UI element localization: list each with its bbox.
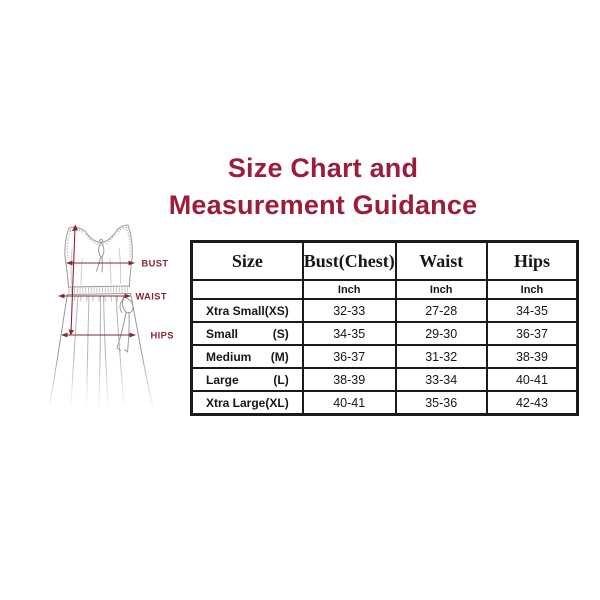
size-cell: Xtra Small (XS)	[190, 298, 304, 323]
unit-cell-waist: Inch	[394, 279, 488, 300]
bust-value: 40-41	[301, 390, 397, 416]
page-title-line2: Measurement Guidance	[168, 190, 478, 220]
hips-label: HIPS	[151, 331, 174, 341]
waist-value: 31-32	[394, 344, 488, 369]
waist-value: 29-30	[394, 321, 488, 346]
col-header-waist: Waist	[394, 240, 488, 281]
bust-value: 32-33	[301, 298, 397, 323]
bust-label: BUST	[142, 259, 169, 269]
size-cell: Small (S)	[190, 321, 304, 346]
unit-row: Inch Inch Inch	[190, 279, 579, 300]
length-line	[70, 227, 76, 333]
sketch-fade	[30, 353, 195, 430]
table-row-l: Large (L) 38-39 33-34 40-41	[190, 367, 579, 392]
measurement-marks	[58, 224, 136, 338]
col-header-hips: Hips	[485, 240, 579, 281]
unit-cell-empty	[190, 279, 304, 300]
table-row-s: Small (S) 34-35 29-30 36-37	[190, 321, 579, 346]
page-title-line1: Size Chart and	[227, 153, 419, 183]
page-title: Size Chart and Measurement Guidance	[48, 150, 598, 224]
size-name: Small	[206, 326, 239, 341]
dress-measurement-diagram: BUST WAIST HIPS	[30, 215, 195, 430]
bust-value: 34-35	[301, 321, 397, 346]
size-cell: Medium (M)	[190, 344, 304, 369]
size-abbr: (XS)	[264, 303, 289, 318]
hips-value: 42-43	[485, 390, 579, 416]
waist-value: 27-28	[394, 298, 488, 323]
size-abbr: (M)	[270, 349, 289, 364]
hips-value: 38-39	[485, 344, 579, 369]
size-abbr: (XL)	[265, 395, 289, 410]
table-row-xl: Xtra Large (XL) 40-41 35-36 42-43	[190, 390, 579, 416]
size-name: Medium	[206, 349, 252, 364]
size-cell: Large (L)	[190, 367, 304, 392]
size-cell: Xtra Large (XL)	[190, 390, 304, 416]
hips-value: 40-41	[485, 367, 579, 392]
dress-sketch-icon: BUST WAIST HIPS	[30, 224, 195, 430]
table-header-row: Size Bust(Chest) Waist Hips	[190, 240, 579, 281]
unit-cell-hips: Inch	[485, 279, 579, 300]
waist-value: 35-36	[394, 390, 488, 416]
bust-value: 36-37	[301, 344, 397, 369]
hips-value: 34-35	[485, 298, 579, 323]
table-row-xs: Xtra Small (XS) 32-33 27-28 34-35	[190, 298, 579, 323]
table-row-m: Medium (M) 36-37 31-32 38-39	[190, 344, 579, 369]
size-name: Large	[206, 372, 239, 387]
size-name: Xtra Small	[206, 303, 265, 318]
stitch-trim	[66, 226, 132, 259]
measurement-labels: BUST WAIST HIPS	[136, 259, 174, 341]
size-abbr: (L)	[273, 372, 289, 387]
waist-tie-bow	[116, 296, 134, 353]
size-name: Xtra Large	[206, 395, 266, 410]
waist-value: 33-34	[394, 367, 488, 392]
waist-label: WAIST	[136, 292, 167, 302]
col-header-size: Size	[190, 240, 304, 281]
size-table: Size Bust(Chest) Waist Hips Inch Inch In…	[190, 240, 580, 416]
size-abbr: (S)	[272, 326, 289, 341]
unit-cell-bust: Inch	[301, 279, 397, 300]
hips-value: 36-37	[485, 321, 579, 346]
bodice-fold-lines	[70, 247, 122, 286]
bust-value: 38-39	[301, 367, 397, 392]
waistband-hatching	[68, 286, 130, 294]
col-header-bust: Bust(Chest)	[301, 240, 397, 281]
